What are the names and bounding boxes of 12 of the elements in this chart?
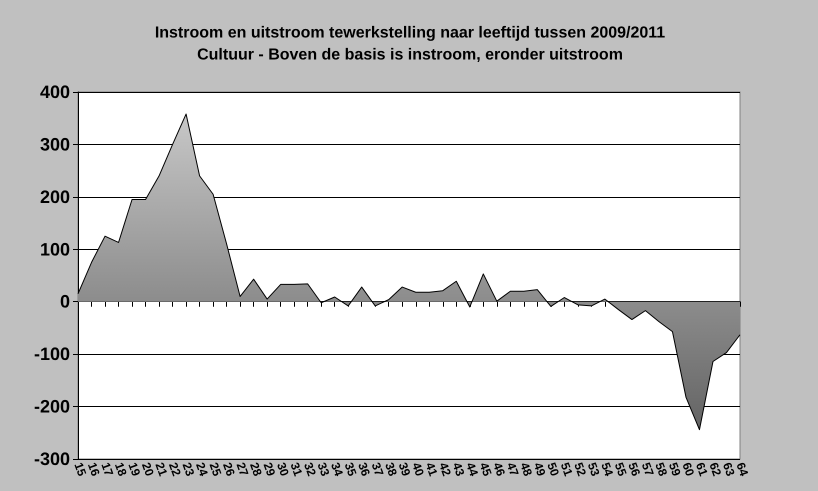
- y-tick-label: 100: [40, 239, 70, 260]
- chart-subtitle: Cultuur - Boven de basis is instroom, eronder uitstroom: [197, 46, 623, 64]
- y-tick-label: -100: [34, 344, 70, 364]
- y-tick-label: -300: [34, 449, 70, 469]
- chart-title: Instroom en uitstroom tewerkstelling naar leeftijd tussen 2009/2011: [154, 24, 666, 42]
- y-tick-label: -200: [34, 396, 70, 417]
- x-tick-label: 15: [71, 460, 90, 478]
- x-tick-label: 17: [98, 460, 116, 478]
- y-tick-label: 200: [40, 186, 70, 207]
- y-tick-label: 400: [40, 82, 70, 102]
- y-tick-label: 300: [40, 134, 70, 154]
- y-tick-label: 0: [60, 292, 70, 312]
